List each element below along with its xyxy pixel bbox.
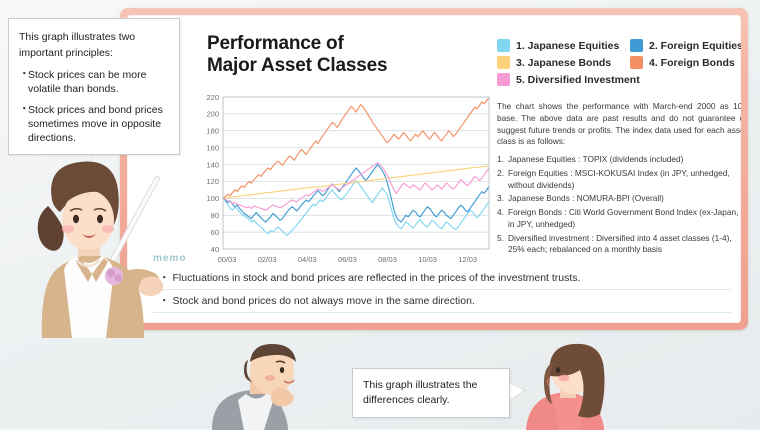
- chart-x-tick-label: 10/03: [418, 255, 437, 264]
- legend-swatch-japanese-equities: [497, 39, 510, 52]
- callout-principles-list: ・ Stock prices can be more volatile than…: [19, 68, 171, 146]
- notes-item-4-text: Foreign Bonds : Citi World Government Bo…: [508, 207, 739, 229]
- notes-item-1: 1. Japanese Equities : TOPIX (dividends …: [497, 154, 741, 165]
- chart-notes: The chart shows the performance with Mar…: [497, 101, 741, 258]
- legend-swatch-diversified-investment: [497, 73, 510, 86]
- notes-item-3: 3. Japanese Bonds : NOMURA-BPI (Overall): [497, 193, 741, 204]
- callout-principles-lead: This graph illustrates two important pri…: [19, 31, 136, 60]
- legend-item-foreign-bonds[interactable]: 4. Foreign Bonds: [630, 56, 735, 69]
- chart-y-tick-label: 40: [211, 245, 219, 254]
- callout-principles-item-2-text: Stock prices and bond prices sometimes m…: [28, 103, 163, 145]
- chart-x-tick-label: 06/03: [338, 255, 357, 264]
- legend-swatch-japanese-bonds: [497, 56, 510, 69]
- notes-item-2-number: 2.: [497, 168, 504, 179]
- chart-y-tick-label: 200: [206, 110, 219, 119]
- notes-item-3-text: Japanese Bonds : NOMURA-BPI (Overall): [508, 193, 664, 204]
- chart-panel: Performance of Major Asset Classes 40 60 8…: [120, 8, 748, 330]
- legend-row-2: 3. Japanese Bonds 4. Foreign Bonds: [497, 56, 741, 69]
- memo-section: memo ・ Fluctuations in stock and bond pri…: [153, 253, 731, 313]
- legend-label-japanese-bonds: 3. Japanese Bonds: [516, 56, 612, 69]
- chart-x-tick-label: 08/03: [378, 255, 397, 264]
- chart-series-foreign-bonds: [222, 97, 490, 199]
- chart-y-tick-label: 140: [206, 160, 219, 169]
- chart-series-japanese-equities: [222, 180, 490, 237]
- chart-y-tick-label: 100: [206, 194, 219, 203]
- presenter-illustration: [37, 161, 164, 338]
- legend-swatch-foreign-bonds: [630, 56, 643, 69]
- legend-label-foreign-bonds: 4. Foreign Bonds: [649, 56, 735, 69]
- chart-title-line2: Major Asset Classes: [207, 54, 388, 76]
- callout-principles-item-2: ・ Stock prices and bond prices sometimes…: [19, 103, 171, 146]
- chart-y-tick-label: 120: [206, 177, 219, 186]
- legend-label-foreign-equities: 2. Foreign Equities: [649, 39, 741, 52]
- notes-paragraph: The chart shows the performance with Mar…: [497, 101, 741, 147]
- notes-item-5: 5. Diversified investment : Diversified …: [497, 233, 741, 256]
- chart-x-axis-labels: 00/03 02/03 04/03 06/03 08/03 10/03 12/03: [218, 255, 478, 264]
- legend-item-japanese-equities[interactable]: 1. Japanese Equities: [497, 39, 630, 52]
- memo-text-2: Stock and bond prices do not always move…: [172, 295, 475, 307]
- notes-item-4-number: 4.: [497, 207, 504, 218]
- listener-man-illustration: [212, 344, 296, 430]
- chart-y-tick-label: 220: [206, 93, 219, 102]
- performance-line-chart: 40 60 80 100 120 140 160 180 200 220 00/03 02/03 04…: [195, 93, 495, 278]
- chart-x-tick-label: 04/03: [298, 255, 317, 264]
- memo-line-2: ・ Stock and bond prices do not always mov…: [153, 290, 731, 313]
- chart-series-foreign-equities: [222, 163, 490, 223]
- chart-svg: 40 60 80 100 120 140 160 180 200 220 00/03 02/03 04…: [206, 93, 490, 264]
- chart-gridlines: [223, 113, 489, 233]
- legend-row-3: 5. Diversified Investment: [497, 73, 741, 86]
- chart-y-tick-label: 80: [211, 211, 219, 220]
- callout-differences-text: This graph illustrates the differences c…: [363, 379, 478, 407]
- chart-x-tick-label: 02/03: [258, 255, 277, 264]
- legend-label-japanese-equities: 1. Japanese Equities: [516, 39, 620, 52]
- chart-y-tick-label: 180: [206, 127, 219, 136]
- chart-y-tick-label: 60: [211, 228, 219, 237]
- chart-plot-frame: [222, 96, 490, 250]
- chart-y-axis-labels: 40 60 80 100 120 140 160 180 200 220: [206, 93, 219, 254]
- callout-differences: This graph illustrates the differences c…: [352, 368, 510, 419]
- memo-line-1: ・ Fluctuations in stock and bond prices a…: [153, 267, 731, 290]
- chart-panel-inner: Performance of Major Asset Classes 40 60 8…: [127, 15, 741, 323]
- notes-item-2-text: Foreign Equities : MSCI-KOKUSAI Index (i…: [508, 168, 730, 190]
- page-title: Performance of Major Asset Classes: [207, 33, 477, 77]
- chart-x-tick-label: 12/03: [458, 255, 477, 264]
- memo-bullet-1: ・: [159, 272, 170, 284]
- legend-item-foreign-equities[interactable]: 2. Foreign Equities: [630, 39, 741, 52]
- notes-item-5-text: Diversified investment : Diversified int…: [508, 232, 732, 255]
- legend-label-diversified-investment: 5. Diversified Investment: [516, 73, 640, 86]
- bullet-dot-icon: ・: [19, 67, 30, 80]
- legend-swatch-foreign-equities: [630, 39, 643, 52]
- callout-principles: This graph illustrates two important pri…: [8, 18, 180, 156]
- memo-text-1: Fluctuations in stock and bond prices ar…: [172, 272, 581, 284]
- legend-item-diversified-investment[interactable]: 5. Diversified Investment: [497, 73, 640, 86]
- memo-label: memo: [153, 253, 187, 264]
- legend-item-japanese-bonds[interactable]: 3. Japanese Bonds: [497, 56, 630, 69]
- notes-index-list: 1. Japanese Equities : TOPIX (dividends …: [497, 154, 741, 256]
- notes-item-5-number: 5.: [497, 232, 504, 243]
- callout-principles-item-1-text: Stock prices can be more volatile than b…: [28, 68, 147, 95]
- chart-series-group: [222, 97, 490, 237]
- chart-x-tick-label: 00/03: [218, 255, 237, 264]
- chart-title-line1: Performance of: [207, 33, 344, 54]
- bullet-dot-icon: ・: [19, 102, 30, 115]
- chart-legend: 1. Japanese Equities 2. Foreign Equities…: [497, 39, 741, 90]
- legend-row-1: 1. Japanese Equities 2. Foreign Equities: [497, 39, 741, 52]
- chart-series-diversified-investment: [222, 162, 490, 211]
- chart-y-tick-label: 160: [206, 143, 219, 152]
- notes-item-4: 4. Foreign Bonds : Citi World Government…: [497, 207, 741, 230]
- notes-item-1-number: 1.: [497, 154, 504, 165]
- chart-series-japanese-bonds: [222, 165, 490, 199]
- notes-item-3-number: 3.: [497, 193, 504, 204]
- listener-woman-illustration: [526, 343, 605, 430]
- memo-bullet-2: ・: [159, 295, 170, 307]
- notes-item-1-text: Japanese Equities : TOPIX (dividends inc…: [508, 154, 684, 165]
- notes-item-2: 2. Foreign Equities : MSCI-KOKUSAI Index…: [497, 168, 741, 191]
- callout-principles-item-1: ・ Stock prices can be more volatile than…: [19, 68, 171, 96]
